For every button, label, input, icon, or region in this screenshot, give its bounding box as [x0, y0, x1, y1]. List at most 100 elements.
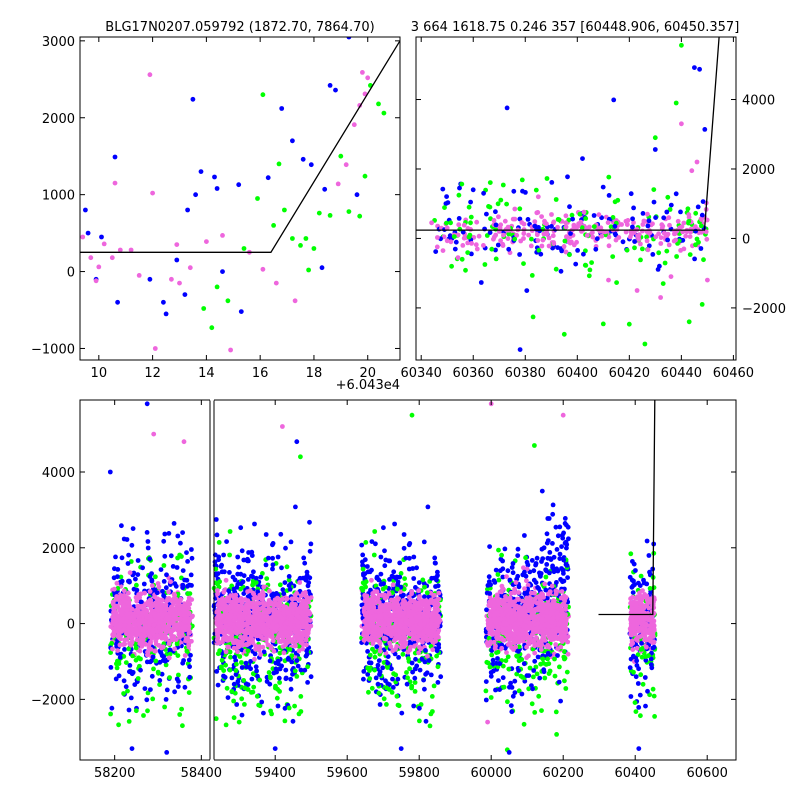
data-point-blue — [592, 213, 597, 218]
data-point-blue — [652, 200, 657, 205]
data-point-pink — [642, 219, 647, 224]
data-point-green — [395, 587, 400, 592]
data-point-green — [251, 685, 256, 690]
data-point-pink — [115, 597, 120, 602]
data-point-green — [282, 208, 287, 213]
data-point-blue — [379, 555, 384, 560]
data-point-pink — [153, 649, 158, 654]
data-point-pink — [215, 637, 220, 642]
data-point-blue — [115, 574, 120, 579]
data-point-blue — [109, 665, 114, 670]
data-point-blue — [144, 697, 149, 702]
data-point-pink — [151, 623, 156, 628]
data-point-green — [215, 285, 220, 290]
data-point-blue — [646, 224, 651, 229]
data-point-pink — [576, 224, 581, 229]
data-point-green — [373, 655, 378, 660]
data-point-pink — [290, 596, 295, 601]
data-point-pink — [140, 638, 145, 643]
data-point-pink — [248, 588, 253, 593]
data-point-blue — [309, 542, 314, 547]
data-point-green — [366, 690, 371, 695]
data-point-green — [483, 262, 488, 267]
data-point-pink — [521, 231, 526, 236]
data-point-pink — [388, 644, 393, 649]
data-point-pink — [169, 633, 174, 638]
data-point-pink — [182, 603, 187, 608]
data-point-green — [153, 659, 158, 664]
data-point-blue — [284, 676, 289, 681]
data-point-pink — [590, 235, 595, 240]
data-point-blue — [392, 522, 397, 527]
data-point-green — [494, 257, 499, 262]
data-point-green — [687, 319, 692, 324]
data-point-pink — [250, 620, 255, 625]
data-point-blue — [220, 269, 225, 274]
data-point-green — [661, 281, 666, 286]
data-point-blue — [328, 83, 333, 88]
data-point-blue — [488, 230, 493, 235]
data-point-pink — [138, 649, 143, 654]
data-point-pink — [501, 233, 506, 238]
data-point-green — [237, 654, 242, 659]
data-point-blue — [126, 561, 131, 566]
data-point-green — [220, 658, 225, 663]
data-point-pink — [166, 615, 171, 620]
data-point-blue — [124, 684, 129, 689]
data-point-blue — [697, 67, 702, 72]
data-point-green — [367, 676, 372, 681]
data-point-blue — [133, 577, 138, 582]
data-point-green — [180, 723, 185, 728]
data-point-blue — [376, 682, 381, 687]
data-point-blue — [249, 574, 254, 579]
data-point-blue — [446, 200, 451, 205]
data-point-pink — [474, 242, 479, 247]
data-point-pink — [540, 244, 545, 249]
data-point-green — [563, 239, 568, 244]
data-point-blue — [148, 687, 153, 692]
data-point-pink — [188, 265, 193, 270]
data-point-blue — [172, 689, 177, 694]
data-point-blue — [661, 215, 666, 220]
data-point-blue — [163, 659, 168, 664]
data-point-pink — [147, 646, 152, 651]
data-point-blue — [293, 505, 298, 510]
data-point-blue — [226, 695, 231, 700]
data-point-green — [283, 719, 288, 724]
data-point-blue — [268, 659, 273, 664]
data-point-green — [385, 665, 390, 670]
data-point-pink — [217, 606, 222, 611]
data-point-green — [430, 694, 435, 699]
data-point-pink — [456, 222, 461, 227]
data-point-pink — [555, 225, 560, 230]
data-point-green — [606, 175, 611, 180]
data-point-pink — [492, 218, 497, 223]
data-point-pink — [365, 636, 370, 641]
data-point-pink — [496, 214, 501, 219]
data-point-blue — [265, 679, 270, 684]
data-point-blue — [193, 192, 198, 197]
data-point-pink — [144, 608, 149, 613]
data-point-blue — [383, 678, 388, 683]
data-point-pink — [409, 591, 414, 596]
data-point-green — [693, 242, 698, 247]
data-point-pink — [376, 596, 381, 601]
data-point-blue — [361, 677, 366, 682]
x-tick-label: 60420 — [609, 366, 650, 381]
data-point-pink — [436, 591, 441, 596]
data-point-pink — [266, 633, 271, 638]
data-point-pink — [281, 611, 286, 616]
data-point-pink — [607, 243, 612, 248]
data-point-green — [401, 652, 406, 657]
data-point-green — [625, 248, 630, 253]
data-point-blue — [422, 540, 427, 545]
data-point-blue — [287, 574, 292, 579]
data-point-pink — [456, 255, 461, 260]
data-point-green — [693, 211, 698, 216]
x-tick-label: 16 — [252, 366, 269, 381]
data-point-blue — [146, 539, 151, 544]
data-point-pink — [606, 278, 611, 283]
data-point-blue — [359, 543, 364, 548]
data-point-pink — [137, 273, 142, 278]
data-point-pink — [168, 621, 173, 626]
